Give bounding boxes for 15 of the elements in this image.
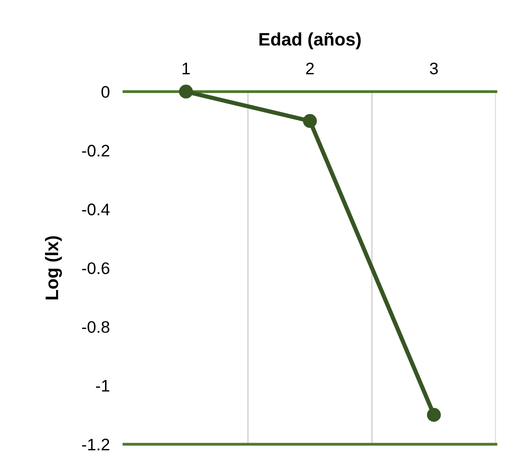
x-tick-label: 2 [306, 62, 314, 74]
point [426, 408, 441, 422]
x-axis-title: Edad (años) [259, 32, 361, 50]
y-tick-label: -0.8 [82, 321, 110, 333]
point [302, 114, 317, 128]
y-tick-label: 0 [101, 86, 110, 98]
y-tick-label: -1 [96, 380, 110, 392]
x-tick-label: 1 [182, 62, 190, 74]
x-tick-label: 3 [430, 62, 438, 74]
y-tick-label: -1.2 [82, 438, 110, 450]
y-tick-label: -0.4 [82, 204, 110, 216]
point [179, 84, 193, 99]
y-tick-label: -0.6 [82, 262, 110, 274]
y-axis-title: Log (lx) [45, 236, 62, 300]
y-tick-label: -0.2 [82, 144, 110, 157]
